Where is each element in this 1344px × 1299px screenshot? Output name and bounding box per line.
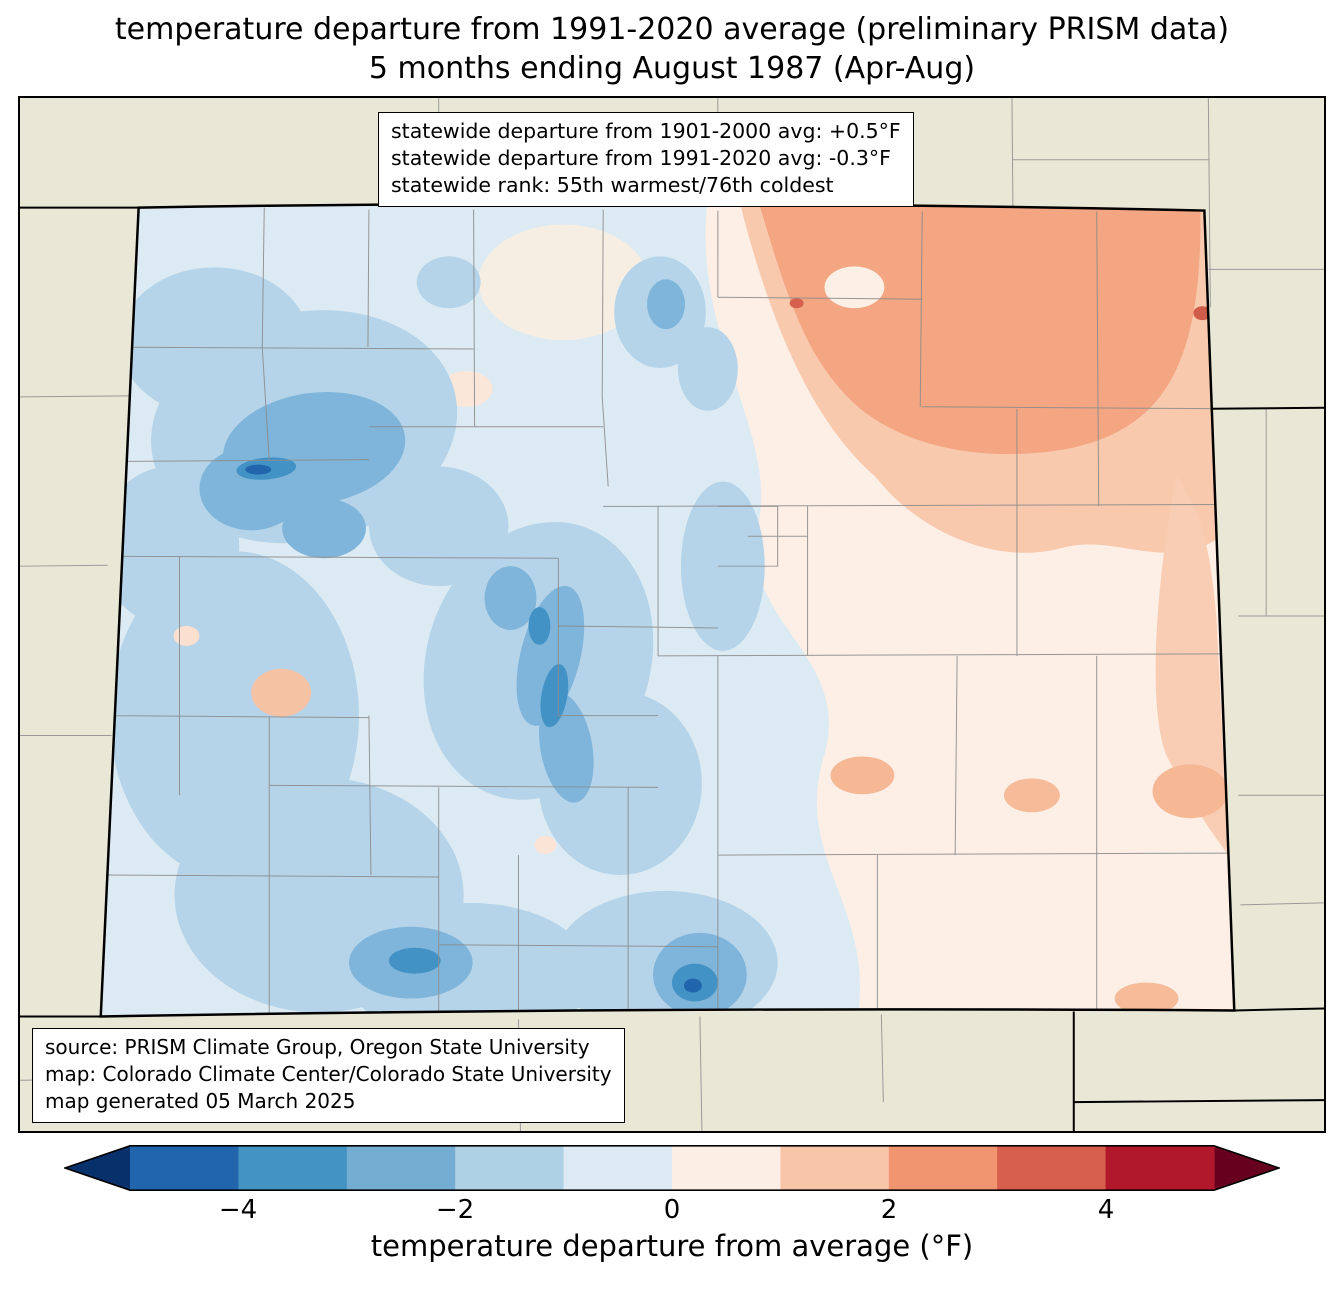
tick-label: 4 <box>1097 1195 1115 1225</box>
neighbor-county-lines <box>20 98 1324 1131</box>
figure-title: temperature departure from 1991-2020 ave… <box>0 0 1344 88</box>
colorbar: −4 −2 0 2 4 <box>64 1145 1280 1229</box>
title-line-1: temperature departure from 1991-2020 ave… <box>114 12 1230 47</box>
county-lines <box>100 207 1235 1015</box>
source-line-2: map: Colorado Climate Center/Colorado St… <box>45 1062 612 1086</box>
tick-label: 2 <box>880 1195 898 1225</box>
colorbar-ticks: −4 −2 0 2 4 <box>64 1191 1280 1229</box>
source-line-3: map generated 05 March 2025 <box>45 1089 356 1113</box>
tick-label: −2 <box>435 1195 475 1225</box>
tick-label: −4 <box>218 1195 258 1225</box>
stats-box: statewide departure from 1901-2000 avg: … <box>378 112 914 208</box>
source-box: source: PRISM Climate Group, Oregon Stat… <box>32 1028 625 1123</box>
stats-line-2: statewide departure from 1991-2020 avg: … <box>391 146 891 171</box>
source-line-1: source: PRISM Climate Group, Oregon Stat… <box>45 1035 590 1059</box>
title-line-2: 5 months ending August 1987 (Apr-Aug) <box>368 51 976 86</box>
colorbar-label: temperature departure from average (°F) <box>370 1229 974 1263</box>
temperature-field <box>100 203 1235 1017</box>
colorado-map <box>20 98 1324 1131</box>
tick-label: 0 <box>663 1195 681 1225</box>
colorbar-gradient <box>64 1145 1280 1191</box>
map-panel: statewide departure from 1901-2000 avg: … <box>18 96 1326 1133</box>
stats-line-3: statewide rank: 55th warmest/76th coldes… <box>391 173 834 198</box>
stats-line-1: statewide departure from 1901-2000 avg: … <box>391 119 901 143</box>
neighbor-state-borders <box>20 206 1324 1131</box>
